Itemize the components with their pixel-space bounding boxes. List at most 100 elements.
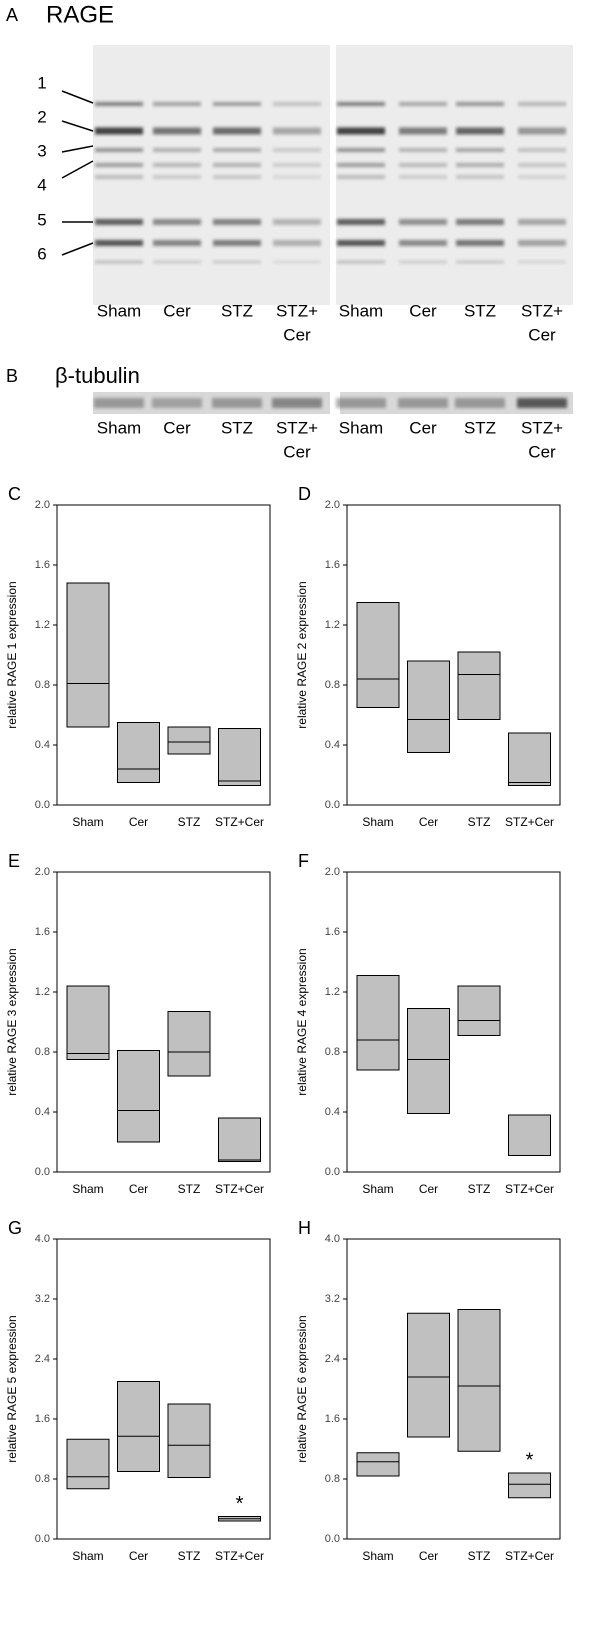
y-tick-label: 0.0 — [325, 1166, 340, 1178]
blot-band — [213, 175, 261, 179]
y-tick-label: 1.6 — [325, 926, 340, 938]
y-tick-label: 1.6 — [325, 1413, 340, 1425]
box — [117, 722, 160, 783]
y-tick-label: 4.0 — [35, 1233, 50, 1245]
x-tick-label: Sham — [362, 815, 393, 829]
blot-band — [456, 240, 504, 246]
box — [508, 1114, 551, 1156]
y-tick-label: 0.4 — [325, 739, 340, 751]
y-tick-label: 2.4 — [325, 1353, 340, 1365]
box — [457, 651, 501, 720]
y-tick-label: 2.0 — [325, 499, 340, 511]
y-tick-label: 0.4 — [35, 1106, 50, 1118]
significance-marker: * — [236, 1493, 244, 1515]
blot-band — [273, 102, 321, 106]
blot-band — [95, 163, 143, 167]
blot-band — [518, 175, 566, 179]
lane-label: STZ+ — [521, 418, 563, 437]
blot-band — [456, 148, 504, 152]
blot-band — [337, 102, 385, 106]
x-tick-label: Cer — [419, 1182, 438, 1196]
blot-band — [213, 219, 261, 225]
blot-band — [337, 127, 385, 135]
y-axis-label: relative RAGE 6 expression — [295, 1315, 309, 1462]
box — [356, 602, 400, 708]
box — [407, 1312, 450, 1438]
lane-label: Sham — [97, 301, 141, 320]
x-tick-label: STZ — [468, 1182, 491, 1196]
blot-band — [399, 127, 447, 135]
blot-band — [153, 102, 201, 106]
significance-marker: * — [526, 1449, 534, 1471]
blot-band — [399, 240, 447, 246]
box — [457, 985, 501, 1036]
lane-label: STZ — [464, 418, 496, 437]
y-axis-label: relative RAGE 5 expression — [5, 1315, 19, 1462]
blot-band — [337, 175, 385, 179]
y-axis-label: relative RAGE 1 expression — [5, 581, 19, 728]
box — [66, 985, 110, 1060]
box — [117, 1381, 160, 1472]
box — [218, 1117, 261, 1162]
y-tick-label: 1.2 — [325, 619, 340, 631]
lane-label: Sham — [339, 301, 383, 320]
blot-band — [153, 175, 201, 179]
box — [66, 1438, 110, 1490]
blot-band — [95, 219, 143, 225]
blot-band — [518, 148, 566, 152]
blot-band — [518, 127, 566, 135]
blot-band — [518, 163, 566, 167]
band-label: 5 — [37, 210, 46, 229]
blot-band — [153, 260, 201, 264]
lane-label: Cer — [283, 442, 311, 461]
x-tick-label: STZ+Cer — [215, 1549, 264, 1563]
panel-label: G — [8, 1218, 22, 1238]
blot-band — [456, 102, 504, 106]
band-label: 2 — [37, 107, 46, 126]
x-tick-label: STZ — [468, 815, 491, 829]
x-tick-label: Sham — [362, 1549, 393, 1563]
blot-band — [95, 102, 143, 106]
blot-band — [95, 127, 143, 135]
y-tick-label: 0.8 — [325, 1046, 340, 1058]
blot-band — [213, 260, 261, 264]
y-tick-label: 1.6 — [35, 926, 50, 938]
blot-band — [213, 102, 261, 106]
y-tick-label: 1.2 — [35, 619, 50, 631]
box — [117, 1050, 160, 1143]
lane-label: STZ — [464, 301, 496, 320]
blot-band — [273, 219, 321, 225]
blot-band — [337, 163, 385, 167]
panel-label: F — [298, 851, 309, 871]
panel-label: E — [8, 851, 20, 871]
x-tick-label: STZ+Cer — [505, 815, 554, 829]
tubulin-band — [152, 398, 202, 408]
y-tick-label: 0.0 — [325, 799, 340, 811]
tubulin-band — [336, 398, 386, 408]
blot-band — [399, 102, 447, 106]
tubulin-band — [455, 398, 505, 408]
y-tick-label: 0.8 — [35, 679, 50, 691]
box — [356, 1452, 400, 1477]
y-tick-label: 0.8 — [325, 1473, 340, 1485]
blot-band — [518, 219, 566, 225]
tubulin-band — [94, 398, 144, 408]
blot-band — [399, 175, 447, 179]
blot-band — [518, 260, 566, 264]
blot-band — [273, 163, 321, 167]
blot-band — [153, 240, 201, 246]
y-tick-label: 0.8 — [325, 679, 340, 691]
y-axis-label: relative RAGE 2 expression — [295, 581, 309, 728]
lane-label: STZ+ — [276, 418, 318, 437]
box — [407, 1008, 450, 1114]
lane-label: Cer — [163, 418, 191, 437]
band-pointers — [61, 90, 94, 256]
y-tick-label: 2.0 — [325, 866, 340, 878]
box — [407, 660, 450, 753]
y-tick-label: 2.0 — [35, 499, 50, 511]
blot-band — [273, 175, 321, 179]
lane-label: STZ+ — [521, 301, 563, 320]
y-tick-label: 1.6 — [325, 559, 340, 571]
